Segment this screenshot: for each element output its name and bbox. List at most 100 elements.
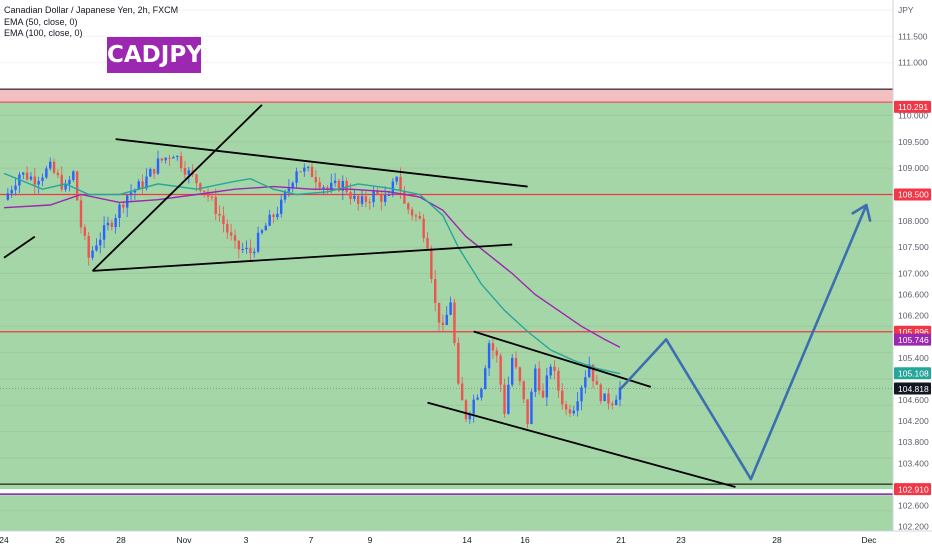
candle-up	[341, 180, 344, 191]
candle-down	[430, 248, 433, 279]
candle-down	[522, 381, 525, 400]
ema100-price-tag-bg	[894, 333, 931, 346]
candle-down	[357, 195, 360, 204]
candle-down	[160, 158, 164, 161]
candle-up	[330, 182, 333, 190]
candle-up	[164, 157, 167, 161]
y-tick-label: 111.500	[898, 31, 928, 41]
y-tick-label: 107.500	[898, 242, 929, 252]
candle-down	[141, 181, 144, 189]
candle-down	[214, 197, 217, 214]
green-zone-lower	[0, 495, 893, 531]
candle-up	[391, 181, 395, 195]
ema50-price-tag: 105.108	[898, 368, 929, 378]
last-price-tag: 104.818	[898, 384, 929, 394]
candle-up	[29, 176, 33, 180]
ema50-line	[3, 172, 621, 375]
candle-up	[253, 251, 256, 254]
candle-up	[133, 189, 137, 193]
candle-down	[422, 218, 425, 238]
trendline	[427, 401, 736, 488]
y-tick-label: 106.600	[898, 290, 929, 300]
candle-up	[545, 375, 549, 398]
candle-up	[588, 364, 591, 378]
candle-down	[564, 404, 568, 410]
candle-up	[306, 166, 310, 168]
candle-up	[241, 249, 244, 251]
candle-up	[99, 239, 102, 246]
candle-down	[426, 237, 429, 249]
candle-down	[233, 235, 237, 241]
candle-up	[449, 302, 452, 315]
x-tick-label: 9	[368, 535, 373, 545]
candle-up	[64, 184, 67, 190]
candle-up	[472, 399, 475, 414]
candle-up	[137, 181, 140, 190]
candle-down	[310, 166, 314, 178]
candle-up	[303, 167, 306, 172]
trendline	[91, 104, 263, 272]
candle-down	[75, 171, 79, 201]
candle-down	[464, 400, 468, 420]
resistance-zone	[0, 89, 893, 103]
level-price-tag: 108.500	[898, 190, 929, 200]
candle-down	[218, 213, 221, 216]
x-tick-label: Nov	[176, 535, 192, 545]
price-axis-bg	[893, 0, 932, 550]
candle-up	[291, 182, 294, 188]
candle-up	[603, 393, 606, 402]
candle-up	[480, 388, 483, 398]
candle-down	[179, 155, 183, 169]
candle-up	[118, 204, 121, 218]
candle-down	[349, 192, 352, 199]
candle-down	[25, 172, 29, 180]
legend-ema50: EMA (50, close, 0)	[4, 16, 78, 27]
candle-up	[511, 357, 514, 385]
candle-down	[380, 194, 383, 202]
trendline	[3, 235, 36, 259]
candle-down	[210, 196, 214, 198]
x-tick-label: Dec	[861, 535, 877, 545]
candle-down	[453, 302, 456, 343]
candle-down	[399, 176, 402, 192]
candle-down	[441, 322, 445, 326]
trendline	[92, 243, 513, 272]
y-tick-label: 109.000	[898, 163, 929, 173]
candle-up	[114, 217, 117, 228]
symbol-badge: CADJPY	[107, 37, 203, 73]
candle-down	[518, 367, 522, 382]
candle-up	[14, 185, 17, 190]
candle-down	[83, 227, 87, 236]
candle-down	[87, 235, 90, 258]
candle-up	[45, 168, 48, 178]
trendline	[115, 138, 528, 188]
candle-up	[484, 368, 487, 389]
y-tick-label: 104.600	[898, 395, 929, 405]
candle-up	[41, 177, 44, 182]
candle-up	[395, 176, 398, 182]
candle-down	[249, 247, 252, 254]
candle-up	[245, 247, 248, 250]
candle-up	[176, 155, 179, 158]
candle-up	[445, 314, 448, 326]
candle-down	[222, 215, 225, 225]
candle-up	[584, 377, 587, 388]
trendline	[473, 330, 652, 388]
legend-ema100: EMA (100, close, 0)	[4, 28, 83, 38]
candle-down	[434, 278, 437, 303]
candle-down	[60, 175, 63, 190]
candle-down	[607, 393, 610, 404]
candle-up	[156, 158, 160, 174]
candle-up	[383, 195, 387, 202]
y-tick-label: 103.400	[898, 458, 929, 468]
candle-up	[576, 401, 579, 411]
candle-down	[599, 384, 602, 402]
candle-down	[299, 171, 302, 173]
level-price-tag-bg	[894, 483, 931, 496]
y-tick-label: 102.600	[898, 500, 929, 510]
candle-up	[145, 176, 148, 189]
candle-up	[49, 161, 52, 169]
green-zone	[0, 102, 893, 490]
level-price-tag-bg	[894, 188, 931, 201]
